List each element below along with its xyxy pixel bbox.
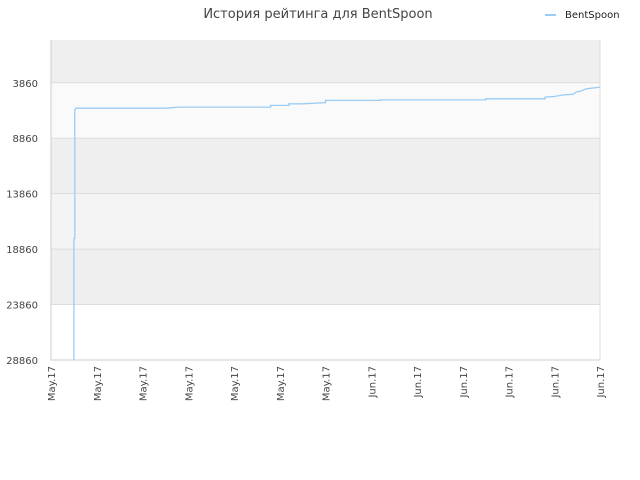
legend-label: BentSpoon — [565, 10, 620, 21]
x-tick-label: Jun.17 — [413, 366, 424, 399]
chart-title: История рейтинга для BentSpoon — [203, 7, 432, 22]
x-tick-label: Jun.17 — [367, 366, 378, 399]
x-axis-ticks: May.17 May.17 May.17 May.17 May.17 May.17 May.… — [47, 366, 607, 401]
plot-band — [51, 249, 600, 305]
x-tick-label: May.17 — [184, 366, 195, 401]
x-tick-label: May.17 — [93, 366, 104, 401]
y-axis-ticks: 3860 8860 13860 18860 23860 28860 — [6, 79, 38, 367]
x-tick-label: Jun.17 — [596, 366, 607, 399]
plot-band — [51, 40, 600, 83]
x-tick-label: Jun.17 — [505, 366, 516, 399]
y-tick-label: 13860 — [6, 190, 38, 201]
plot-band — [51, 82, 600, 139]
y-tick-label: 23860 — [6, 301, 38, 312]
y-tick-label: 18860 — [6, 245, 38, 256]
x-tick-label: May.17 — [230, 366, 241, 401]
x-tick-label: Jun.17 — [550, 366, 561, 399]
plot-band — [51, 304, 600, 360]
series-line-bentspoon — [73, 86, 601, 360]
y-tick-label: 28860 — [6, 356, 38, 367]
plot-band — [51, 193, 600, 250]
x-tick-label: May.17 — [322, 366, 333, 401]
plot-band — [51, 138, 600, 194]
grid-lines — [50, 40, 601, 361]
y-tick-label: 3860 — [13, 79, 38, 90]
legend[interactable]: BentSpoon — [545, 10, 620, 21]
x-tick-label: May.17 — [47, 366, 58, 401]
x-tick-label: May.17 — [276, 366, 287, 401]
x-tick-label: Jun.17 — [459, 366, 470, 399]
plot-background — [51, 40, 600, 360]
x-tick-label: May.17 — [139, 366, 150, 401]
y-tick-label: 8860 — [13, 134, 38, 145]
